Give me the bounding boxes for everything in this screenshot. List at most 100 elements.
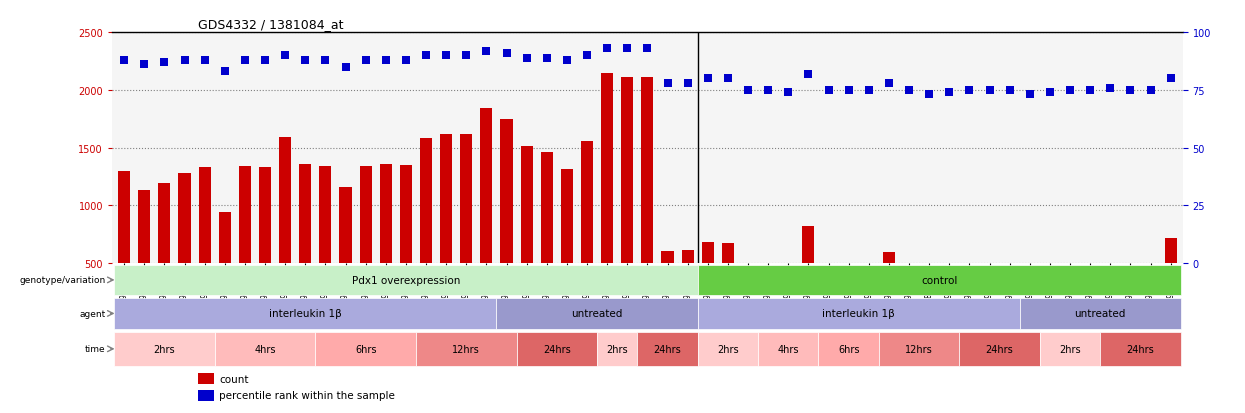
Text: 24hrs: 24hrs <box>543 344 570 354</box>
Point <box>899 88 919 94</box>
Point <box>255 57 275 64</box>
Point <box>618 46 637 52</box>
Bar <box>1084 266 1096 321</box>
Bar <box>219 213 230 321</box>
Point <box>798 71 818 78</box>
Point <box>376 57 396 64</box>
Point <box>436 53 456 59</box>
Bar <box>879 332 960 366</box>
Text: 24hrs: 24hrs <box>986 344 1013 354</box>
Point <box>939 90 959 96</box>
Bar <box>843 266 855 321</box>
Bar <box>360 166 372 321</box>
Bar <box>1023 272 1036 321</box>
Text: GDS4332 / 1381084_at: GDS4332 / 1381084_at <box>198 17 344 31</box>
Bar <box>1040 332 1101 366</box>
Text: 2hrs: 2hrs <box>153 344 176 354</box>
Bar <box>818 332 879 366</box>
Bar <box>259 168 271 321</box>
Bar <box>239 167 251 321</box>
Point <box>134 62 154 69</box>
Bar <box>1043 268 1056 321</box>
Bar <box>964 266 975 321</box>
Text: time: time <box>85 344 106 354</box>
Point <box>578 53 598 59</box>
Text: 24hrs: 24hrs <box>654 344 681 354</box>
Point <box>336 64 356 71</box>
Bar <box>500 120 513 321</box>
Bar <box>697 299 1020 329</box>
Bar <box>722 244 735 321</box>
Point <box>477 48 497 55</box>
Text: 24hrs: 24hrs <box>1127 344 1154 354</box>
Point <box>517 55 537 62</box>
Point <box>194 57 214 64</box>
Bar <box>198 373 214 384</box>
Text: Pdx1 overexpression: Pdx1 overexpression <box>351 275 461 285</box>
Text: 2hrs: 2hrs <box>1059 344 1081 354</box>
Point <box>818 88 838 94</box>
Bar <box>923 272 935 321</box>
Text: 4hrs: 4hrs <box>254 344 275 354</box>
Bar <box>320 166 331 321</box>
Point <box>457 53 477 59</box>
Point <box>738 88 758 94</box>
Point <box>637 46 657 52</box>
Bar <box>598 332 637 366</box>
Text: 6hrs: 6hrs <box>355 344 376 354</box>
Point <box>839 88 859 94</box>
Point <box>859 88 879 94</box>
Text: control: control <box>921 275 957 285</box>
Point <box>879 81 899 87</box>
Bar <box>158 183 171 321</box>
Bar <box>115 332 214 366</box>
Bar <box>742 265 754 321</box>
Bar <box>1124 265 1137 321</box>
Bar <box>883 252 895 321</box>
Bar <box>1104 263 1117 321</box>
Bar <box>315 332 416 366</box>
Text: percentile rank within the sample: percentile rank within the sample <box>219 390 395 401</box>
Bar <box>637 332 697 366</box>
Point <box>718 76 738 83</box>
Bar <box>497 299 697 329</box>
Text: untreated: untreated <box>1074 309 1125 319</box>
Text: 4hrs: 4hrs <box>778 344 799 354</box>
Text: count: count <box>219 374 249 384</box>
Point <box>1059 88 1079 94</box>
Point <box>960 88 980 94</box>
Text: 12hrs: 12hrs <box>452 344 481 354</box>
Bar <box>944 268 955 321</box>
Bar <box>758 332 818 366</box>
Bar <box>697 332 758 366</box>
Text: untreated: untreated <box>571 309 622 319</box>
Bar <box>1003 266 1016 321</box>
Point <box>778 90 798 96</box>
Bar <box>621 78 634 321</box>
Bar <box>661 252 674 321</box>
Bar <box>697 265 1180 295</box>
Point <box>697 76 717 83</box>
Bar <box>762 265 774 321</box>
Bar <box>400 166 412 321</box>
Bar <box>1064 265 1076 321</box>
Bar <box>1144 265 1157 321</box>
Bar <box>199 167 210 321</box>
Bar <box>439 135 452 321</box>
Text: interleukin 1β: interleukin 1β <box>269 309 341 319</box>
Bar <box>702 243 713 321</box>
Bar <box>1164 238 1177 321</box>
Bar <box>279 137 291 321</box>
Point <box>396 57 416 64</box>
Text: genotype/variation: genotype/variation <box>20 276 106 285</box>
Bar <box>863 265 875 321</box>
Point <box>235 57 255 64</box>
Point <box>919 92 939 99</box>
Bar <box>560 170 573 321</box>
Bar <box>681 251 693 321</box>
Bar <box>481 109 493 321</box>
Point <box>1040 90 1059 96</box>
Bar <box>960 332 1040 366</box>
Point <box>416 53 436 59</box>
Text: interleukin 1β: interleukin 1β <box>823 309 895 319</box>
